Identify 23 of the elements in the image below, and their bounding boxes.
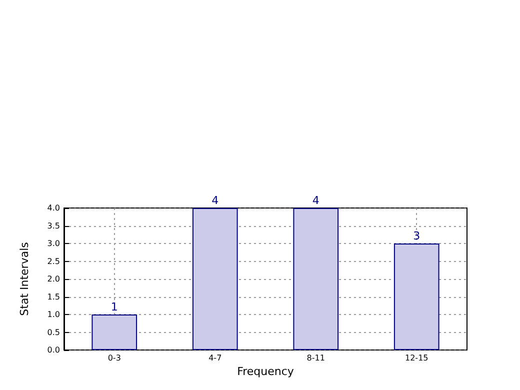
- x-axis-title: Frequency: [237, 365, 294, 378]
- bar: [293, 208, 339, 350]
- x-tick-label: 0-3: [108, 354, 121, 362]
- y-axis-title: Stat Intervals: [18, 242, 31, 316]
- y-tick-label: 0.0: [47, 346, 60, 354]
- y-tick-label: 1.0: [47, 310, 60, 319]
- y-tick-label: 3.0: [47, 239, 60, 248]
- y-tick-label: 2.5: [47, 256, 60, 266]
- x-tick-label: 4-7: [208, 354, 222, 362]
- data-label: 1: [110, 300, 118, 314]
- y-tick-label: 0.5: [47, 328, 60, 337]
- y-tick-label: 2.0: [47, 274, 60, 284]
- y-tick-label: 3.5: [47, 221, 60, 230]
- bar: [192, 208, 238, 350]
- data-label: 4: [212, 194, 219, 207]
- y-tick-label: 1.5: [47, 292, 60, 302]
- x-tick-label: 12-15: [405, 354, 428, 362]
- data-label: 3: [413, 230, 420, 242]
- bar: [394, 244, 440, 350]
- data-label: 4: [312, 194, 320, 207]
- y-tick-label: 4.0: [47, 204, 60, 212]
- bar: [92, 314, 138, 350]
- x-tick-label: 8-11: [306, 354, 325, 362]
